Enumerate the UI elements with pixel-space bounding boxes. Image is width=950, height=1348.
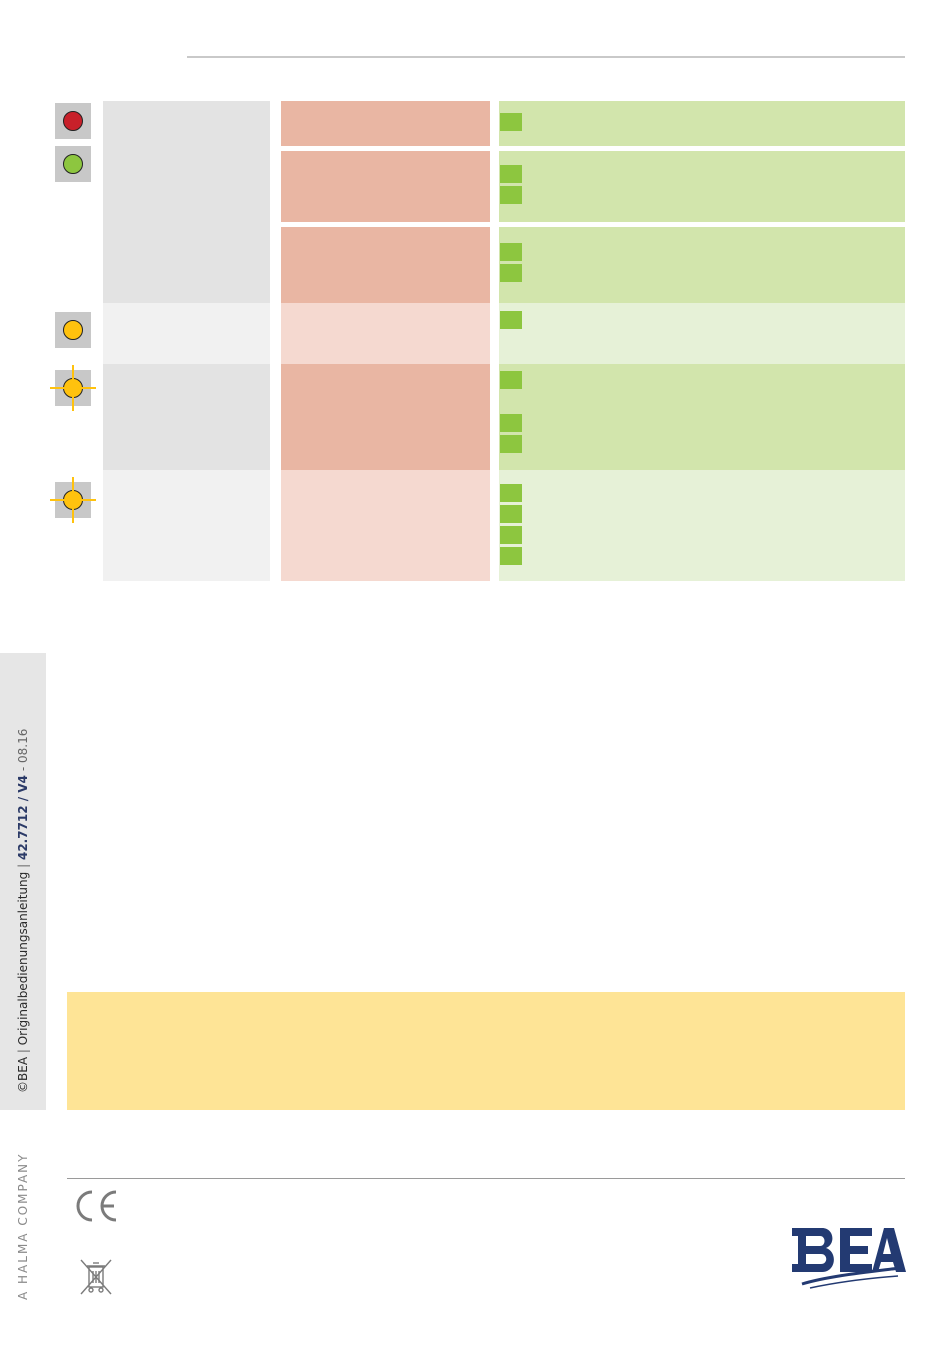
table-cell-cause-3 [281, 227, 490, 303]
led-orange-flashing-icon [50, 365, 96, 411]
led-orange-icon-lamp [63, 320, 83, 340]
step-marker [500, 371, 522, 389]
copyright-text: ©BEA [16, 1056, 30, 1093]
step-marker [500, 505, 522, 523]
footer-rule [67, 1178, 905, 1179]
note-box [67, 992, 905, 1110]
led-orange-flashing-icon-lamp [50, 477, 96, 523]
table-cell-solution-5 [499, 364, 905, 470]
table-cell-solution-6 [499, 470, 905, 581]
led-red-icon-lamp [63, 111, 83, 131]
ce-mark-icon: CE [76, 1190, 117, 1222]
bea-logo-icon [792, 1228, 906, 1289]
sidebar [0, 653, 46, 1110]
table-cell-cause-6 [281, 470, 490, 581]
step-marker [500, 435, 522, 453]
step-marker [500, 186, 522, 204]
header-rule [187, 56, 905, 58]
separator: | [16, 1049, 30, 1054]
table-cell-cause-2 [281, 151, 490, 222]
table-cell-solution-1 [499, 101, 905, 146]
table-cell-status-3 [103, 364, 270, 470]
doc-title: Originalbedienungsanleitung [16, 871, 30, 1046]
table-cell-status-4 [103, 470, 270, 581]
table-cell-solution-2 [499, 151, 905, 222]
table-cell-cause-4 [281, 303, 490, 364]
step-marker [500, 526, 522, 544]
table-cell-status-1 [103, 101, 270, 303]
led-orange-icon [55, 312, 91, 348]
step-marker [500, 165, 522, 183]
company-tagline: A HALMA COMPANY [16, 1152, 30, 1300]
step-marker [500, 547, 522, 565]
table-cell-solution-3 [499, 227, 905, 303]
step-marker [500, 113, 522, 131]
step-marker [500, 243, 522, 261]
table-cell-solution-4 [499, 303, 905, 364]
step-marker [500, 484, 522, 502]
step-marker [500, 414, 522, 432]
sidebar-doc-info: ©BEA | Originalbedienungsanleitung | 42.… [13, 729, 33, 1093]
led-green-icon [55, 146, 91, 182]
separator: | [16, 863, 30, 868]
weee-bin-icon [80, 1259, 112, 1295]
table-cell-cause-1 [281, 101, 490, 146]
led-red-icon [55, 103, 91, 139]
step-marker [500, 311, 522, 329]
step-marker [500, 264, 522, 282]
doc-number: 42.7712 / V4 [16, 775, 30, 861]
table-cell-cause-5 [281, 364, 490, 470]
dash: - [16, 763, 30, 772]
led-orange-flashing-icon-lamp [50, 365, 96, 411]
led-orange-flashing-icon [50, 477, 96, 523]
led-green-icon-lamp [63, 154, 83, 174]
table-cell-status-2 [103, 303, 270, 364]
doc-date: 08.16 [16, 728, 30, 764]
